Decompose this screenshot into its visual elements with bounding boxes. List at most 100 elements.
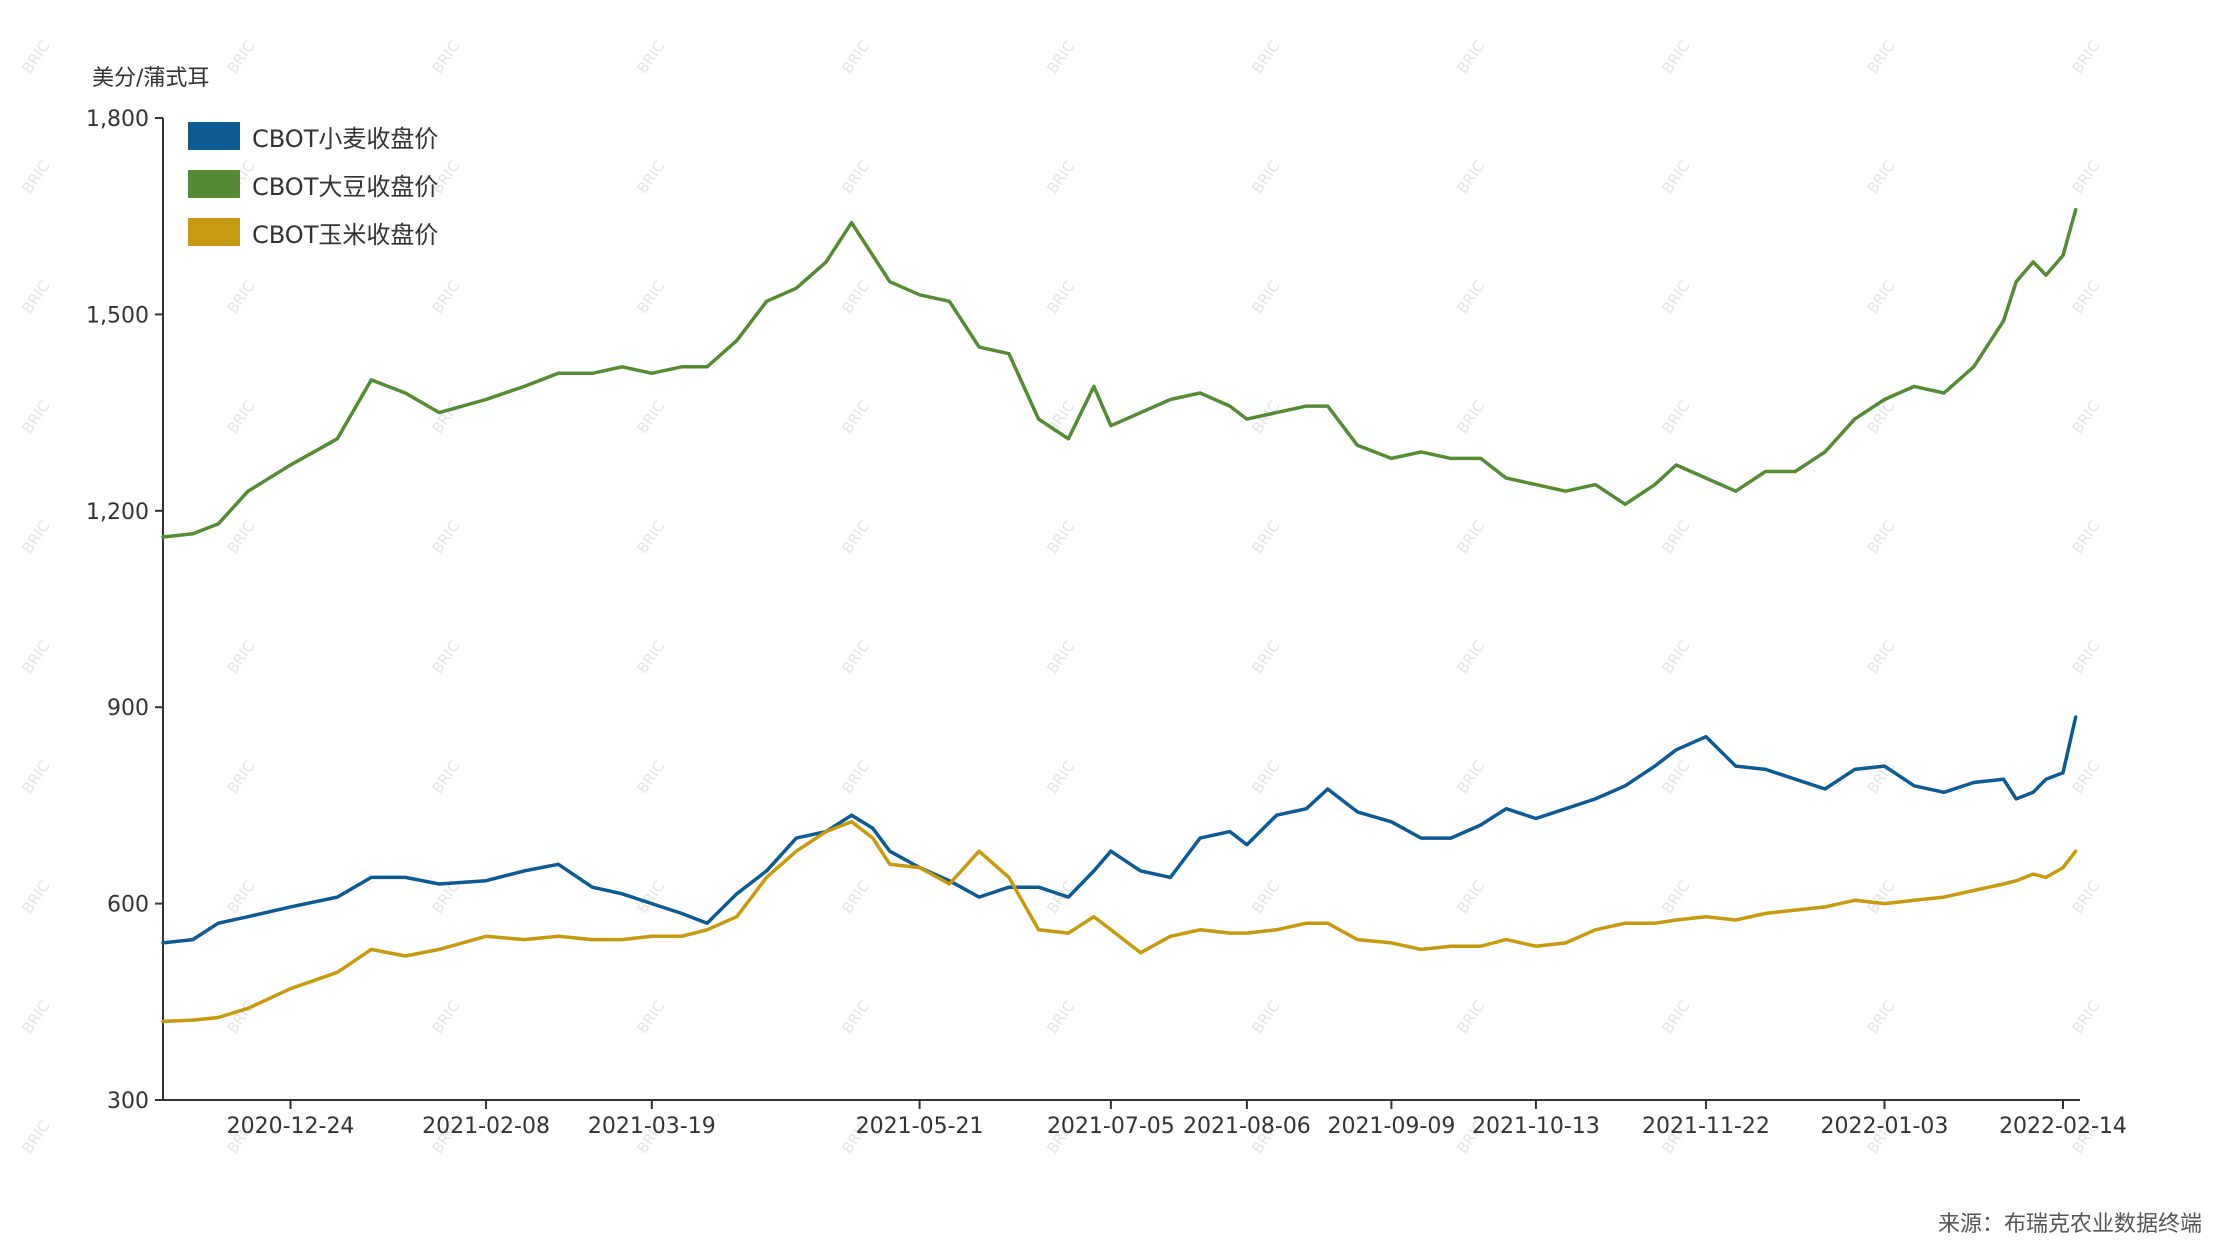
watermark-text: BRIC — [1453, 397, 1488, 437]
series-layer — [161, 207, 2078, 1024]
watermark-text: BRIC — [2068, 877, 2103, 917]
legend-swatch-corn — [188, 218, 240, 246]
watermark-text: BRIC — [1658, 37, 1693, 77]
legend-swatch-soybean — [188, 170, 240, 198]
watermark-text: BRIC — [18, 37, 53, 77]
watermark-text: BRIC — [838, 37, 873, 77]
watermark-text: BRIC — [428, 397, 463, 437]
legend-label-corn: CBOT玉米收盘价 — [252, 220, 439, 249]
watermark-text: BRIC — [223, 997, 258, 1037]
watermark-text: BRIC — [223, 517, 258, 557]
watermark-text: BRIC — [18, 997, 53, 1037]
watermark-text: BRIC — [18, 277, 53, 317]
watermark-text: BRIC — [1658, 637, 1693, 677]
series-line-wheat — [161, 715, 2078, 945]
watermark-text: BRIC — [1453, 997, 1488, 1037]
x-tick-label: 2021-08-06 — [1183, 1114, 1311, 1139]
watermark-text: BRIC — [2068, 157, 2103, 197]
watermark-text: BRIC — [1043, 517, 1078, 557]
watermark-text: BRIC — [1248, 997, 1283, 1037]
watermark-text: BRIC — [633, 637, 668, 677]
watermark-text: BRIC — [633, 157, 668, 197]
watermark-text: BRIC — [1453, 157, 1488, 197]
watermark-text: BRIC — [1453, 877, 1488, 917]
watermark-text: BRIC — [1043, 757, 1078, 797]
legend-swatch-wheat — [188, 122, 240, 150]
legend-label-wheat: CBOT小麦收盘价 — [252, 124, 439, 153]
watermark-text: BRIC — [2068, 997, 2103, 1037]
watermark-text: BRIC — [1658, 277, 1693, 317]
watermark-text: BRIC — [838, 877, 873, 917]
watermark-text: BRIC — [1863, 277, 1898, 317]
watermark-text: BRIC — [2068, 397, 2103, 437]
watermark-text: BRIC — [18, 397, 53, 437]
y-tick-label: 900 — [107, 696, 149, 721]
watermark-text: BRIC — [1043, 637, 1078, 677]
watermark-text: BRIC — [838, 277, 873, 317]
legend-label-soybean: CBOT大豆收盘价 — [252, 172, 439, 201]
watermark-text: BRIC — [1453, 757, 1488, 797]
watermark-text: BRIC — [1658, 997, 1693, 1037]
watermark-text: BRIC — [1863, 877, 1898, 917]
watermark-text: BRIC — [1658, 397, 1693, 437]
watermark-text: BRIC — [1658, 757, 1693, 797]
watermark-text: BRIC — [428, 757, 463, 797]
watermark-text: BRIC — [1248, 517, 1283, 557]
watermark-text: BRIC — [1043, 157, 1078, 197]
watermark-text: BRIC — [633, 877, 668, 917]
legend-item-wheat[interactable]: CBOT小麦收盘价 — [188, 112, 438, 160]
watermark-text: BRIC — [1863, 997, 1898, 1037]
watermark-text: BRIC — [633, 517, 668, 557]
y-tick-label: 300 — [107, 1089, 149, 1114]
watermark-text: BRIC — [1248, 277, 1283, 317]
watermark-text: BRIC — [1453, 277, 1488, 317]
watermark-text: BRIC — [1453, 517, 1488, 557]
watermark-text: BRIC — [1248, 877, 1283, 917]
watermark-text: BRIC — [1043, 877, 1078, 917]
y-tick-label: 1,800 — [86, 107, 149, 132]
x-tick-label: 2021-07-05 — [1047, 1114, 1175, 1139]
watermark-text: BRIC — [838, 997, 873, 1037]
watermark-text: BRIC — [633, 277, 668, 317]
legend-item-soybean[interactable]: CBOT大豆收盘价 — [188, 160, 438, 208]
watermark-text: BRIC — [18, 1117, 53, 1157]
watermark-text: BRIC — [633, 757, 668, 797]
watermark-text: BRIC — [1248, 157, 1283, 197]
watermark-text: BRIC — [2068, 37, 2103, 77]
series-line-corn — [161, 820, 2078, 1024]
watermark-text: BRIC — [2068, 637, 2103, 677]
watermark-text: BRIC — [1863, 157, 1898, 197]
watermark-text: BRIC — [1863, 757, 1898, 797]
watermark-text: BRIC — [18, 157, 53, 197]
x-tick-label: 2021-03-19 — [588, 1114, 716, 1139]
watermark-text: BRIC — [838, 397, 873, 437]
watermark-text: BRIC — [1658, 157, 1693, 197]
x-tick-label: 2022-02-14 — [1999, 1114, 2127, 1139]
watermark-text: BRIC — [1043, 997, 1078, 1037]
watermark-text: BRIC — [428, 37, 463, 77]
y-tick-label: 1,500 — [86, 303, 149, 328]
x-tick-label: 2022-01-03 — [1821, 1114, 1949, 1139]
watermark-text: BRIC — [428, 637, 463, 677]
axis-layer: 300 600 900 1,200 1,500 1,800 2020-12-24 2021-0… — [86, 107, 2127, 1139]
watermark-text: BRIC — [428, 997, 463, 1037]
watermark-text: BRIC — [1863, 637, 1898, 677]
watermark-text: BRIC — [1453, 37, 1488, 77]
watermark-text: BRIC — [633, 997, 668, 1037]
legend-item-corn[interactable]: CBOT玉米收盘价 — [188, 208, 438, 256]
watermark-text: BRIC — [223, 757, 258, 797]
watermark-text: BRIC — [223, 37, 258, 77]
watermark-text: BRIC — [1658, 517, 1693, 557]
watermark-text: BRIC — [18, 517, 53, 557]
watermark-text: BRIC — [2068, 517, 2103, 557]
watermark-text: BRIC — [428, 517, 463, 557]
watermark-text: BRIC — [633, 397, 668, 437]
watermark-text: BRIC — [18, 877, 53, 917]
watermark-text: BRIC — [18, 757, 53, 797]
watermark-text: BRIC — [1863, 37, 1898, 77]
y-axis-label: 美分/蒲式耳 — [92, 66, 210, 91]
watermark-text: BRIC — [1453, 637, 1488, 677]
watermark-text: BRIC — [838, 157, 873, 197]
watermark-text: BRIC — [2068, 277, 2103, 317]
